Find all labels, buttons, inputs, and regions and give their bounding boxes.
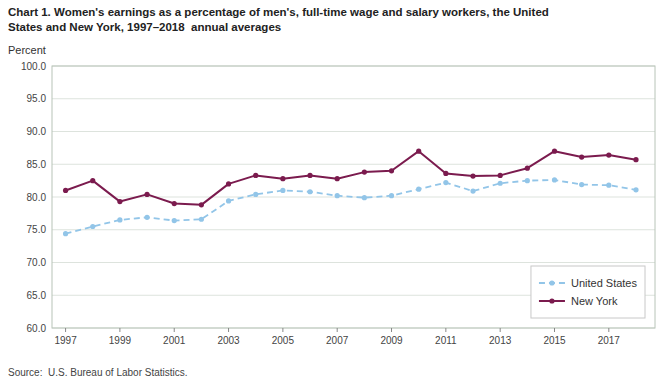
x-tick	[391, 328, 392, 332]
x-tick	[445, 328, 446, 332]
point	[90, 178, 95, 183]
legend-label: New York	[571, 295, 618, 307]
grid-line	[52, 98, 655, 99]
x-tick	[228, 328, 229, 332]
y-tick-label: 90.0	[27, 126, 47, 137]
point	[280, 188, 285, 193]
point	[579, 182, 584, 187]
point	[63, 188, 68, 193]
point	[117, 217, 122, 222]
point	[226, 198, 231, 203]
legend-marker	[549, 280, 554, 285]
y-tick-label: 85.0	[27, 159, 47, 170]
grid-line	[52, 164, 655, 165]
point	[498, 173, 503, 178]
plot-frame	[52, 66, 655, 328]
point	[253, 173, 258, 178]
x-tick	[174, 328, 175, 332]
title: Chart 1. Women's earnings as a percentag…	[8, 6, 549, 18]
grid-line	[52, 262, 655, 263]
legend-label: United States	[571, 277, 638, 289]
point	[606, 183, 611, 188]
point	[90, 224, 95, 229]
point	[362, 170, 367, 175]
y-tick-label: 100.0	[21, 61, 46, 72]
subtitle: States and New York, 1997–2018 annual av…	[8, 21, 281, 33]
point	[63, 231, 68, 236]
annotation: Source: U.S. Bureau of Labor Statistics.	[8, 367, 188, 378]
point	[579, 154, 584, 159]
point	[389, 193, 394, 198]
point	[280, 176, 285, 181]
point	[525, 166, 530, 171]
point	[199, 202, 204, 207]
point	[552, 149, 557, 154]
point	[335, 176, 340, 181]
point	[226, 181, 231, 186]
point	[552, 177, 557, 182]
y-axis-label: Percent	[8, 44, 46, 56]
point	[606, 152, 611, 157]
x-tick-label: 2001	[163, 335, 186, 346]
point	[199, 217, 204, 222]
x-tick	[282, 328, 283, 332]
plot-data	[63, 149, 639, 237]
grid-line	[52, 229, 655, 230]
point	[443, 180, 448, 185]
x-tick	[337, 328, 338, 332]
legend-marker	[549, 298, 554, 303]
point	[172, 201, 177, 206]
y-tick-label: 80.0	[27, 192, 47, 203]
legend-box	[531, 266, 645, 318]
y-tick-label: 65.0	[27, 290, 47, 301]
x-tick-label: 2011	[435, 335, 457, 346]
x-tick-label: 1997	[54, 335, 77, 346]
point	[498, 181, 503, 186]
point	[144, 215, 149, 220]
series-line	[66, 180, 636, 234]
x-tick-label: 1999	[109, 335, 132, 346]
x-tick	[65, 328, 66, 332]
x-tick-label: 2017	[598, 335, 621, 346]
y-tick-label: 95.0	[27, 93, 47, 104]
x-tick-label: 2005	[272, 335, 295, 346]
background	[0, 0, 669, 386]
y-tick-label: 75.0	[27, 224, 47, 235]
point	[307, 173, 312, 178]
x-tick-label: 2007	[326, 335, 349, 346]
y-tick-label: 70.0	[27, 257, 47, 268]
point	[470, 189, 475, 194]
point	[633, 157, 638, 162]
series-line	[66, 151, 636, 205]
point	[470, 173, 475, 178]
point	[416, 187, 421, 192]
grid	[52, 66, 655, 328]
x-tick-label: 2009	[380, 335, 403, 346]
point	[172, 218, 177, 223]
x-tick-label: 2015	[543, 335, 566, 346]
point	[362, 195, 367, 200]
grid-line	[52, 131, 655, 132]
grid-line	[52, 197, 655, 198]
point	[525, 178, 530, 183]
point	[416, 149, 421, 154]
x-tick	[500, 328, 501, 332]
point	[389, 168, 394, 173]
point	[144, 192, 149, 197]
x-tick	[554, 328, 555, 332]
x-tick-label: 2003	[217, 335, 240, 346]
point	[307, 189, 312, 194]
point	[633, 187, 638, 192]
point	[117, 199, 122, 204]
point	[253, 192, 258, 197]
point	[335, 193, 340, 198]
y-tick-label: 60.0	[27, 323, 47, 334]
point	[443, 171, 448, 176]
x-tick	[608, 328, 609, 332]
x-tick	[119, 328, 120, 332]
legend: United States New York	[531, 266, 645, 318]
x-tick-label: 2013	[489, 335, 512, 346]
